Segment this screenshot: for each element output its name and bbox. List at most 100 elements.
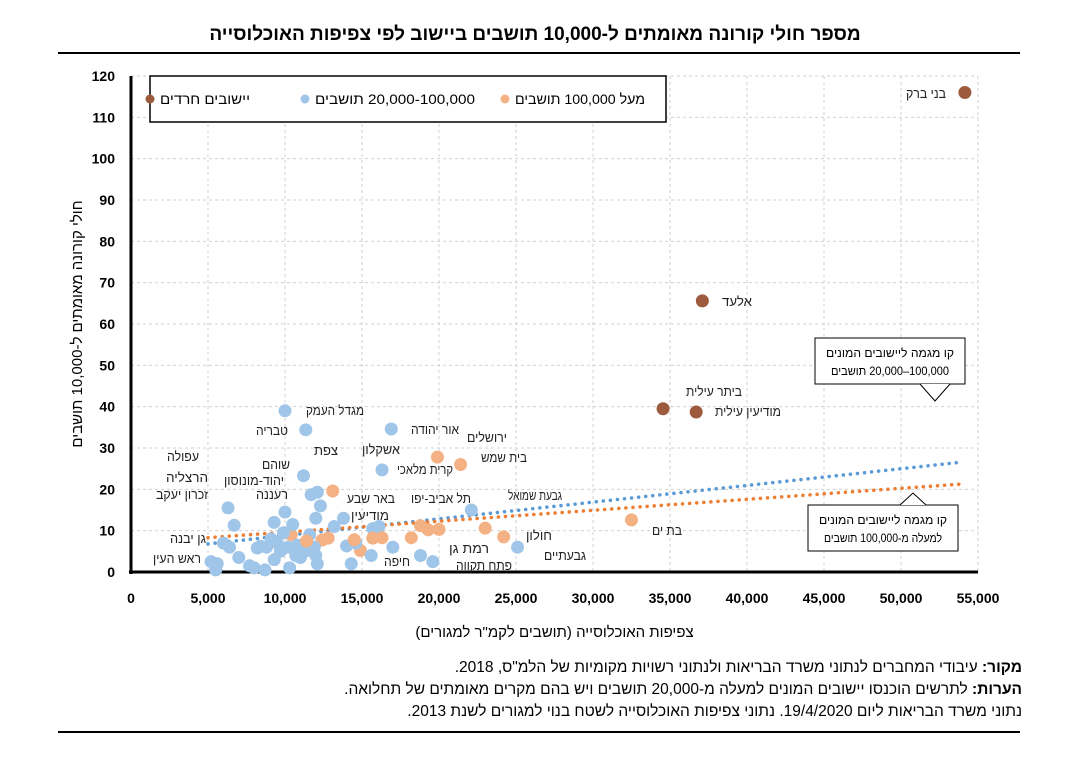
- data-point: [656, 402, 670, 416]
- notes-label: הערות:: [972, 681, 1022, 698]
- data-point: [313, 499, 327, 513]
- data-point: [430, 450, 444, 464]
- data-point: [276, 526, 290, 540]
- legend-label: יישובים חרדים: [160, 91, 250, 107]
- point-label: גבעת שמואל: [508, 488, 562, 503]
- y-tick-label: 50: [99, 357, 115, 373]
- y-tick-label: 10: [99, 523, 115, 539]
- point-label: קרית מלאכי: [397, 462, 453, 477]
- data-point: [299, 423, 313, 437]
- data-point: [247, 561, 261, 575]
- data-point: [210, 557, 224, 571]
- data-point: [278, 404, 292, 418]
- x-tick-label: 0: [127, 590, 135, 606]
- y-tick-label: 110: [92, 109, 115, 125]
- data-point: [464, 503, 478, 517]
- notes-text-1: לתרשים הוכנסו יישובים המונים למעלה מ-20,…: [344, 681, 973, 698]
- x-tick-label: 40,000: [726, 590, 769, 606]
- point-label: הרצליה: [166, 470, 208, 485]
- data-point: [625, 513, 638, 527]
- data-point: [511, 540, 525, 554]
- point-label: צפת: [314, 443, 338, 458]
- data-point: [344, 557, 358, 571]
- point-label: אשקלון: [362, 442, 400, 457]
- data-point: [958, 86, 972, 100]
- data-point: [414, 548, 428, 562]
- data-point: [310, 557, 324, 571]
- x-tick-label: 50,000: [880, 590, 923, 606]
- legend-label: מעל 100,000 תושבים: [515, 91, 645, 107]
- point-label: ראש העין: [153, 551, 201, 566]
- point-label: גן יבנה: [170, 531, 206, 546]
- y-tick-label: 120: [92, 68, 116, 84]
- data-point: [386, 540, 400, 554]
- point-label: אור יהודה: [411, 422, 459, 437]
- data-point: [426, 555, 440, 569]
- data-point: [300, 534, 314, 548]
- y-tick-label: 60: [99, 316, 115, 332]
- point-label: מגדל העמק: [306, 403, 364, 418]
- y-tick-label: 0: [107, 564, 115, 580]
- trendline-annotation-box: [814, 337, 966, 385]
- data-point: [309, 511, 323, 525]
- y-tick-label: 100: [92, 151, 116, 167]
- data-point: [258, 563, 272, 577]
- point-label: בני ברק: [906, 86, 946, 101]
- x-tick-label: 15,000: [341, 590, 384, 606]
- legend: [149, 75, 667, 123]
- data-point: [283, 561, 297, 575]
- data-point: [337, 511, 351, 525]
- y-tick-label: 80: [99, 233, 115, 249]
- point-label: בית שמש: [481, 450, 527, 465]
- legend-marker: [145, 94, 155, 104]
- point-label: שוהם: [262, 457, 290, 472]
- point-label: גבעתיים: [544, 548, 586, 563]
- data-point: [689, 405, 703, 419]
- data-point: [375, 531, 389, 545]
- source-label: מקור:: [981, 659, 1022, 676]
- bottom-rule: [58, 731, 1020, 733]
- data-point: [432, 522, 446, 536]
- annotation-text: קו מגמה ליישובים המונים: [819, 513, 947, 527]
- y-tick-label: 70: [99, 275, 115, 291]
- chart-notes: מקור: עיבודי המחברים לנתוני משרד הבריאות…: [344, 657, 1022, 723]
- point-label: ירושלים: [467, 430, 507, 445]
- point-label: יהוד-מונוסון: [224, 473, 284, 488]
- legend-marker: [300, 94, 310, 104]
- point-label: ביתר עילית: [686, 384, 742, 399]
- data-point: [497, 530, 511, 544]
- data-point: [304, 488, 318, 502]
- data-point: [372, 520, 386, 534]
- x-tick-label: 35,000: [649, 590, 692, 606]
- data-point: [478, 521, 492, 535]
- x-tick-label: 25,000: [495, 590, 538, 606]
- x-axis-label: צפיפות האוכלוסייה (תושבים לקמ"ר למגורים): [415, 624, 693, 641]
- chart-title: מספר חולי קורונה מאומתים ל-10,000 תושבים…: [209, 24, 861, 45]
- y-tick-label: 40: [99, 399, 115, 415]
- y-tick-label: 20: [99, 481, 115, 497]
- data-point: [454, 458, 468, 472]
- y-axis-label: חולי קורונה מאומתים ל-10,000 תושבים: [69, 200, 86, 447]
- point-label: פתח תקווה: [456, 558, 512, 573]
- data-point: [223, 540, 237, 554]
- data-point: [321, 531, 335, 545]
- point-label: באר שבע: [347, 491, 395, 506]
- y-tick-label: 90: [99, 192, 115, 208]
- data-point: [384, 422, 398, 436]
- data-point: [404, 531, 418, 545]
- point-label: רמת גן: [449, 541, 489, 556]
- callout-pointer: [899, 492, 927, 506]
- data-point: [267, 515, 281, 529]
- point-label: טבריה: [256, 423, 288, 438]
- data-point: [278, 505, 292, 519]
- notes-text-2: נתוני משרד הבריאות ליום 19/4/2020. נתוני…: [407, 703, 1022, 720]
- data-point: [232, 551, 246, 565]
- legend-marker: [500, 94, 510, 104]
- point-label: מודיעין: [351, 508, 389, 523]
- point-label: תל אביב-יפו: [411, 491, 471, 506]
- x-tick-label: 10,000: [264, 590, 307, 606]
- x-tick-label: 5,000: [190, 590, 225, 606]
- callout-pointer: [919, 383, 951, 402]
- data-point: [366, 531, 380, 545]
- data-point: [695, 294, 709, 308]
